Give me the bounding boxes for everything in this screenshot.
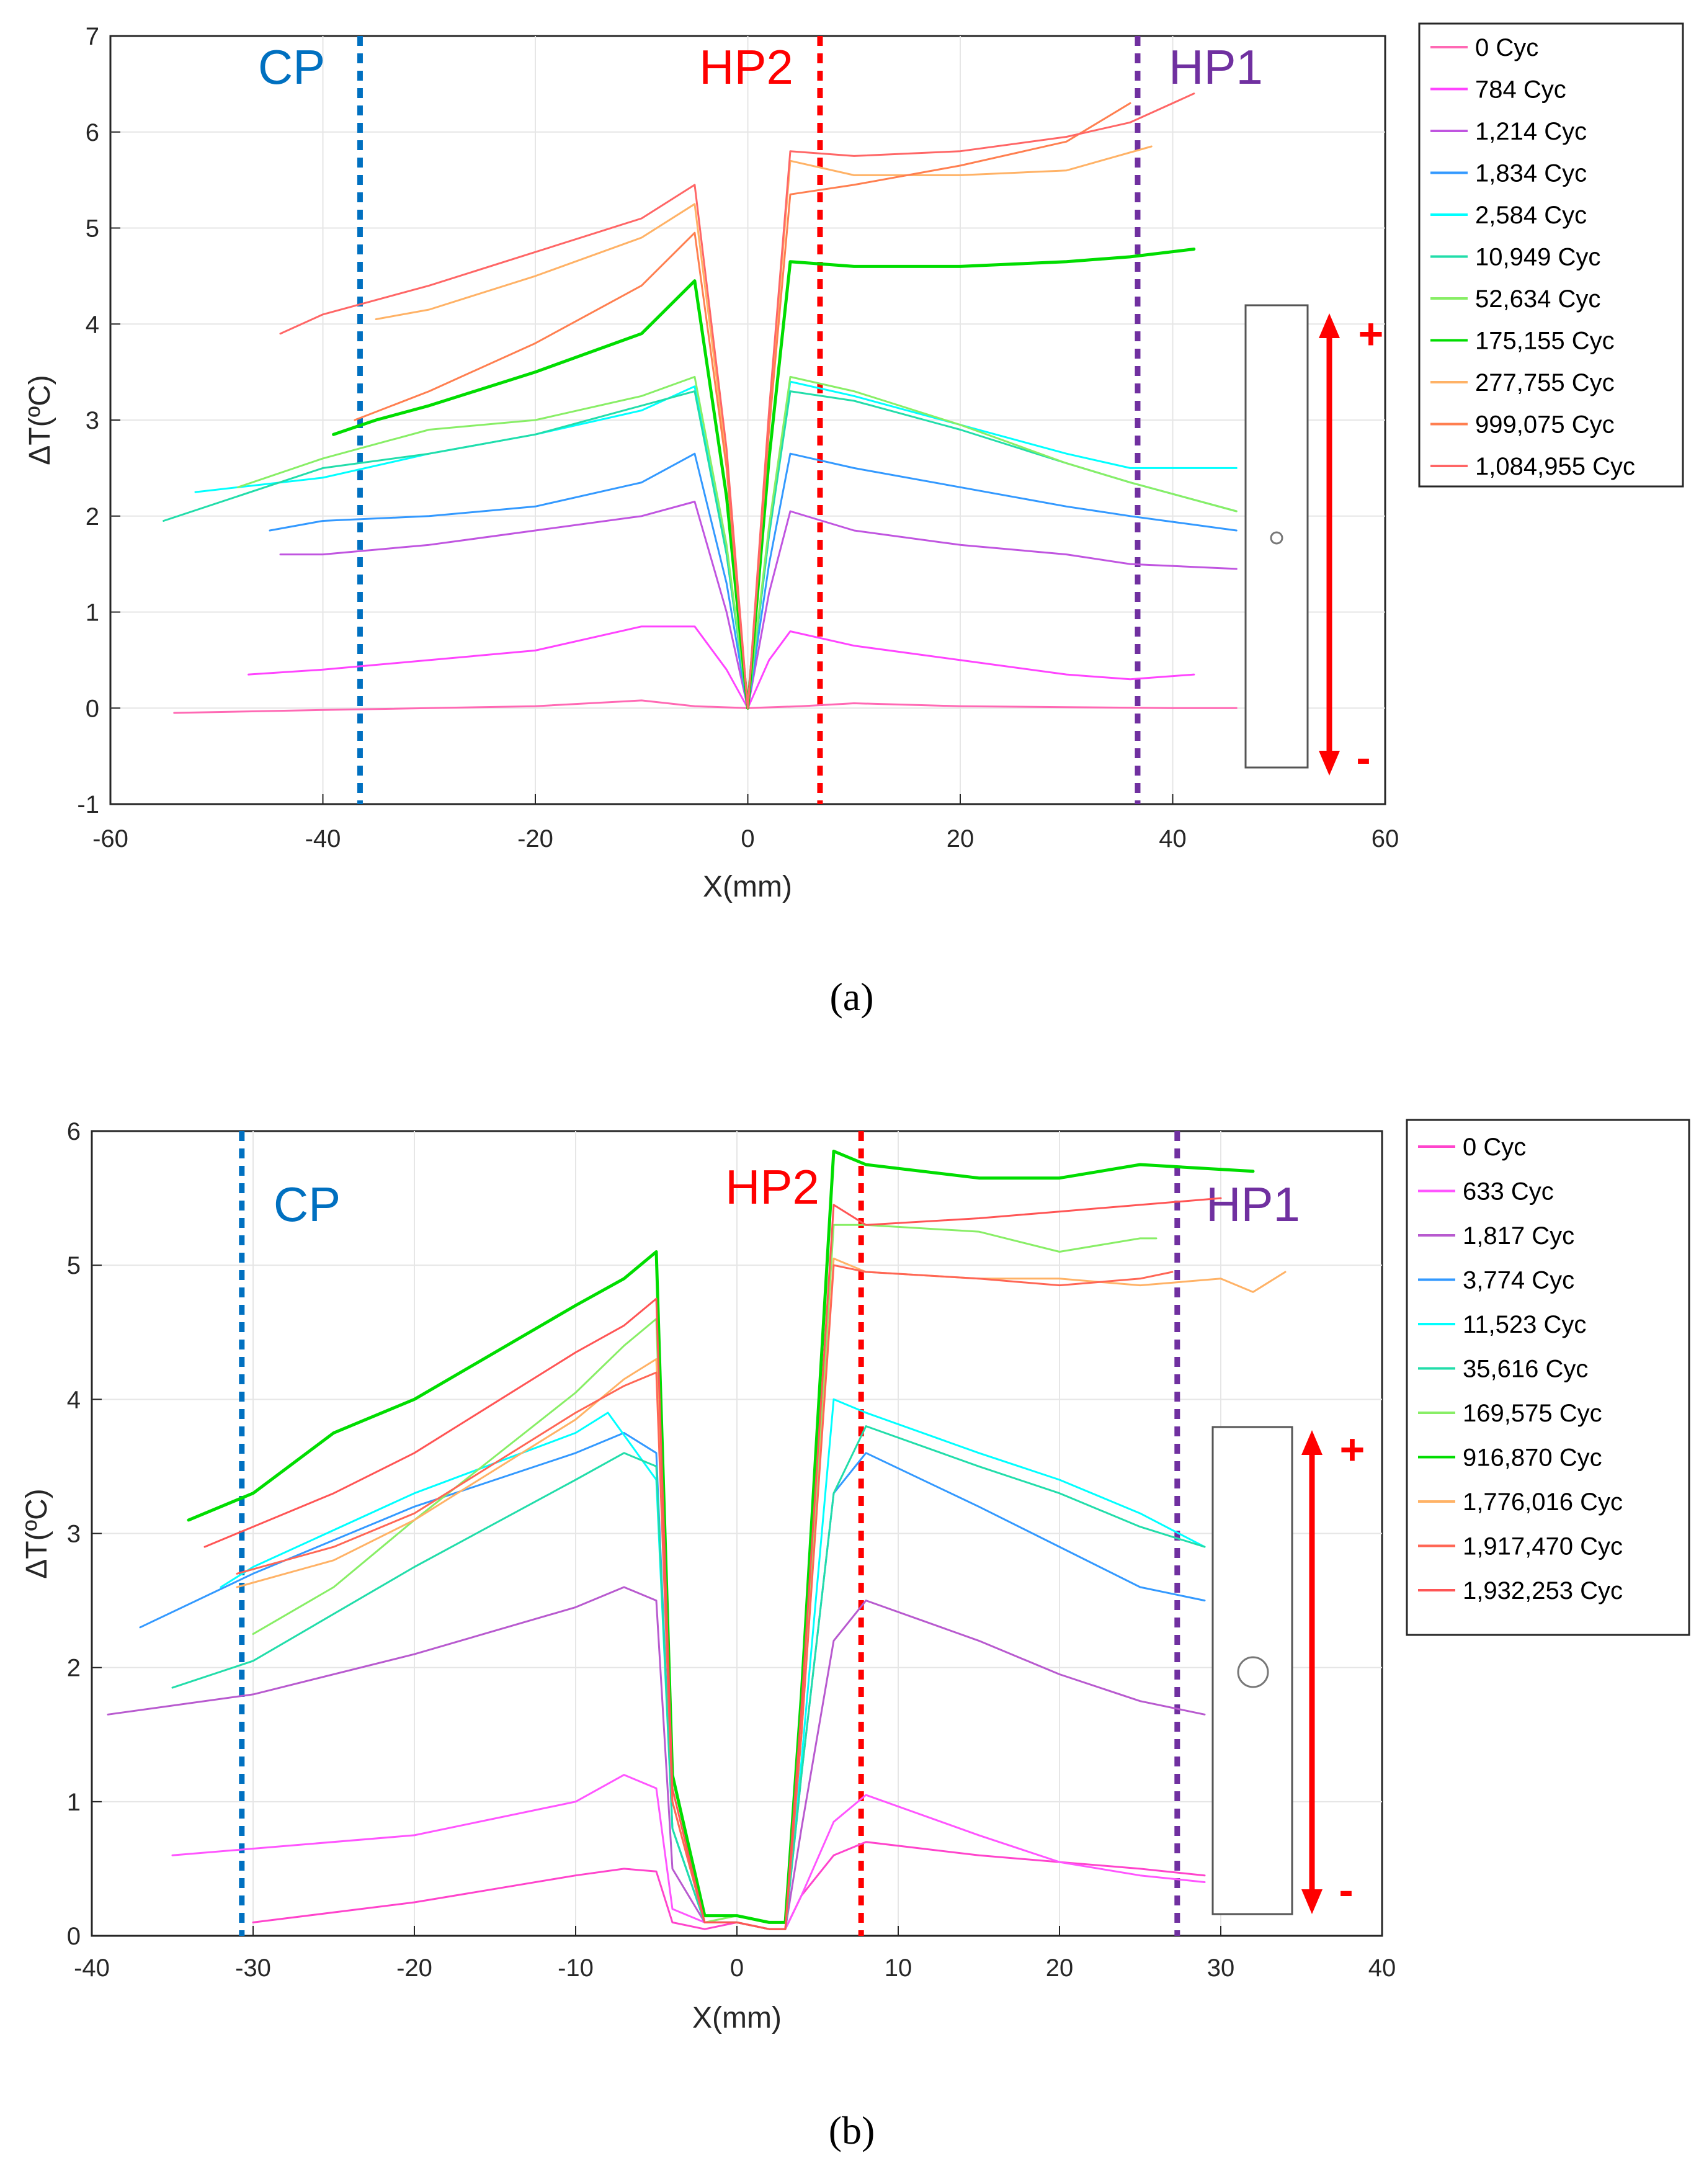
panel-a-x-tick-label: 0	[741, 825, 754, 853]
panel-a-series	[163, 92, 1238, 714]
panel-b-minus-sign: -	[1339, 1866, 1353, 1914]
panel-a-y-ticks: -1 0 1 2 3 4 5 6 7	[77, 23, 120, 818]
panel-b-y-axis-label: ΔT(ºC)	[20, 1488, 53, 1579]
panel-a-legend-label: 52,634 Cyc	[1475, 285, 1600, 313]
panel-a-legend-label: 175,155 Cyc	[1475, 328, 1615, 355]
panel-b-x-tick-label: 40	[1368, 1954, 1396, 1982]
panel-b-ref-label-hp2: HP2	[725, 1160, 819, 1214]
panel-a-y-tick-label: 0	[86, 695, 99, 722]
panel-b-caption: (b)	[829, 2108, 875, 2152]
panel-b-x-tick-label: -20	[396, 1954, 432, 1982]
panel-b-plus-sign: +	[1340, 1425, 1365, 1474]
panel-b-x-ticks: -40 -30 -20 -10 0 10 20 30 40	[74, 1926, 1396, 1982]
panel-a-y-tick-label: 3	[86, 407, 99, 434]
panel-a-specimen-plate	[1244, 304, 1309, 769]
panel-b-y-tick-label: 0	[67, 1923, 81, 1950]
panel-b-y-tick-label: 2	[67, 1655, 81, 1682]
panel-b-series-line-10	[203, 1197, 1222, 1930]
panel-a-y-tick-label: 5	[86, 215, 99, 243]
panel-b-arrow-up-head	[1301, 1430, 1323, 1455]
panel-b-legend: 0 Cyc 633 Cyc 1,817 Cyc 3,774 Cyc 11,523 Cyc…	[1406, 1119, 1690, 1636]
panel-b-x-axis-label: X(mm)	[692, 2002, 782, 2034]
panel-a-y-tick-label: 4	[86, 311, 99, 338]
panel-a-x-tick-label: 20	[947, 825, 975, 853]
panel-a-specimen-diagram: + -	[1244, 304, 1384, 782]
panel-b-x-tick-label: 30	[1207, 1954, 1235, 1982]
panel-b-x-tick-label: -30	[235, 1954, 271, 1982]
panel-b-legend-label: 11,523 Cyc	[1463, 1311, 1586, 1338]
panel-b-y-tick-label: 3	[67, 1521, 81, 1548]
panel-a-x-ticks: -60 -40 -20 0 20 40 60	[92, 794, 1399, 853]
panel-b-series-line-7	[187, 1149, 1255, 1924]
panel-b-specimen-hole	[1237, 1656, 1269, 1688]
panel-a-x-tick-label: -60	[92, 825, 128, 853]
panel-b-y-tick-label: 1	[67, 1789, 81, 1816]
panel-a-legend-label: 1,084,955 Cyc	[1475, 453, 1635, 480]
panel-a-x-tick-label: 40	[1159, 825, 1187, 853]
panel-a-series-line-0	[173, 699, 1238, 714]
panel-a-reference-lines: CP HP2 HP1	[258, 36, 1263, 804]
panel-a-x-tick-label: -20	[517, 825, 553, 853]
panel-b-legend-label: 1,776,016 Cyc	[1463, 1488, 1623, 1516]
panel-b-legend-label: 1,817 Cyc	[1463, 1222, 1574, 1250]
panel-b-legend-label: 1,917,470 Cyc	[1463, 1533, 1623, 1560]
panel-a-x-tick-label: -40	[305, 825, 341, 853]
panel-a-y-tick-label: 1	[86, 599, 99, 627]
panel-b-x-tick-label: -10	[558, 1954, 594, 1982]
panel-a-y-tick-label: -1	[77, 791, 99, 818]
panel-b-legend-label: 633 Cyc	[1463, 1178, 1554, 1206]
panel-a-arrow-up-head	[1319, 313, 1340, 338]
panel-b-y-tick-label: 6	[67, 1118, 81, 1145]
panel-b-specimen-plate	[1211, 1426, 1293, 1915]
panel-a-x-tick-label: 60	[1372, 825, 1399, 853]
panel-a-legend: 0 Cyc 784 Cyc 1,214 Cyc 1,834 Cyc 2,584 Cyc 1…	[1418, 22, 1684, 488]
panel-a-legend-label: 2,584 Cyc	[1475, 202, 1587, 229]
panel-a-series-line-10	[279, 92, 1195, 709]
panel-b-y-tick-label: 4	[67, 1386, 81, 1413]
panel-a-caption: (a)	[829, 975, 873, 1019]
panel-a-chart: -60 -40 -20 0 20 40 60 -1 0 1 2 3 4 5 6 7 CP HP2 HP1 X(m…	[24, 22, 1684, 1019]
panel-a-y-tick-label: 2	[86, 503, 99, 530]
panel-b-legend-label: 3,774 Cyc	[1463, 1267, 1574, 1294]
panel-b-legend-label: 0 Cyc	[1463, 1134, 1526, 1161]
panel-b-x-tick-label: -40	[74, 1954, 110, 1982]
panel-b-legend-box	[1406, 1119, 1690, 1636]
panel-a-legend-label: 1,214 Cyc	[1475, 118, 1587, 145]
panel-b-legend-label: 169,575 Cyc	[1463, 1400, 1602, 1427]
panel-a-specimen-hole	[1270, 531, 1283, 545]
panel-a-arrow-down-head	[1319, 751, 1340, 776]
panel-a-ref-label-hp2: HP2	[699, 40, 793, 94]
panel-a-legend-label: 784 Cyc	[1475, 76, 1566, 104]
panel-a-ref-label-hp1: HP1	[1169, 40, 1263, 94]
panel-b-specimen-diagram: + -	[1211, 1425, 1365, 1915]
panel-b-x-tick-label: 0	[730, 1954, 744, 1982]
panel-b-x-tick-label: 10	[885, 1954, 912, 1982]
panel-a-legend-box	[1418, 22, 1684, 488]
panel-b-y-tick-label: 5	[67, 1252, 81, 1279]
panel-a-minus-sign: -	[1356, 733, 1370, 782]
panel-b-ref-label-hp1: HP1	[1206, 1177, 1300, 1232]
panel-a-ref-label-cp: CP	[258, 40, 325, 94]
panel-a-y-tick-label: 7	[86, 23, 99, 50]
panel-b-legend-label: 916,870 Cyc	[1463, 1444, 1602, 1472]
panel-b-arrow-down-head	[1301, 1889, 1323, 1914]
panel-b-series	[107, 1149, 1287, 1930]
panel-a-y-axis-label: ΔT(ºC)	[24, 375, 56, 465]
panel-a-legend-label: 0 Cyc	[1475, 34, 1538, 61]
panel-b-chart: -40 -30 -20 -10 0 10 20 30 40 0 1 2 3 4 5 6 CP HP2 HP1 X…	[20, 1118, 1690, 2152]
panel-a-x-axis-label: X(mm)	[703, 870, 792, 903]
panel-a-legend-label: 1,834 Cyc	[1475, 160, 1587, 187]
panel-a-y-tick-label: 6	[86, 119, 99, 146]
panel-a-legend-label: 10,949 Cyc	[1475, 244, 1600, 271]
panel-b-grid	[92, 1131, 1382, 1936]
panel-b-ref-label-cp: CP	[274, 1177, 341, 1232]
panel-a-legend-label: 999,075 Cyc	[1475, 411, 1615, 439]
panel-b-legend-label: 1,932,253 Cyc	[1463, 1577, 1623, 1604]
panel-b-legend-label: 35,616 Cyc	[1463, 1356, 1588, 1383]
panel-b-x-tick-label: 20	[1046, 1954, 1074, 1982]
panel-b-y-ticks: 0 1 2 3 4 5 6	[67, 1118, 102, 1950]
panel-a-plus-sign: +	[1358, 310, 1384, 358]
panel-a-legend-label: 277,755 Cyc	[1475, 369, 1615, 396]
